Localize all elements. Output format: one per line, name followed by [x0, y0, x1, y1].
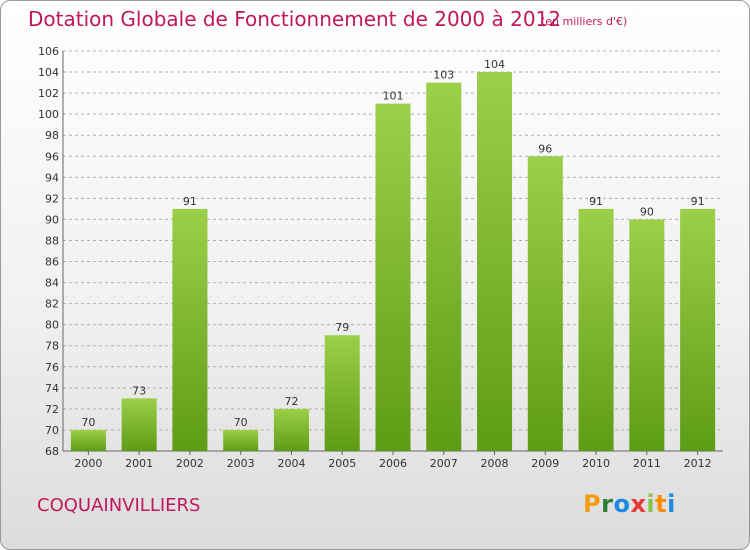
bar-2003 — [223, 429, 259, 451]
bar-2000 — [70, 429, 106, 451]
y-tick-label: 72 — [45, 403, 59, 416]
value-label-2008: 104 — [484, 58, 505, 71]
bar-2012 — [680, 208, 716, 451]
logo-letter: i — [667, 490, 676, 518]
y-tick-label: 76 — [45, 361, 59, 374]
value-label-2005: 79 — [335, 321, 349, 334]
bar-2006 — [375, 103, 411, 451]
chart-title: Dotation Globale de Fonctionnement de 20… — [28, 7, 561, 31]
x-tick-label-2005: 2005 — [328, 457, 356, 470]
value-label-2011: 90 — [640, 205, 654, 218]
x-tick-label-2000: 2000 — [74, 457, 102, 470]
y-tick-label: 78 — [45, 340, 59, 353]
x-tick-label-2004: 2004 — [277, 457, 305, 470]
value-label-2006: 101 — [383, 90, 404, 103]
bar-2004 — [273, 408, 309, 451]
bar-2011 — [629, 219, 665, 451]
value-label-2009: 96 — [538, 142, 552, 155]
value-label-2007: 103 — [433, 69, 454, 82]
value-label-2002: 91 — [183, 195, 197, 208]
logo-letter: P — [583, 490, 602, 518]
value-label-2012: 91 — [691, 195, 705, 208]
x-tick-label-2001: 2001 — [125, 457, 153, 470]
x-tick-label-2003: 2003 — [227, 457, 255, 470]
bar-2007 — [426, 82, 462, 451]
y-tick-label: 90 — [45, 213, 59, 226]
y-tick-label: 84 — [45, 277, 59, 290]
y-tick-label: 92 — [45, 192, 59, 205]
x-tick-label-2012: 2012 — [684, 457, 712, 470]
y-tick-label: 74 — [45, 382, 59, 395]
x-tick-label-2011: 2011 — [633, 457, 661, 470]
city-name: COQUAINVILLIERS — [37, 495, 201, 516]
bar-2002 — [172, 208, 208, 451]
value-label-2001: 73 — [132, 384, 146, 397]
value-label-2000: 70 — [81, 416, 95, 429]
chart-subtitle: (en milliers d'€) — [541, 15, 628, 28]
value-label-2004: 72 — [284, 395, 298, 408]
y-tick-label: 104 — [38, 66, 59, 79]
logo-letter: t — [655, 490, 668, 518]
y-tick-label: 80 — [45, 319, 59, 332]
y-tick-label: 100 — [38, 108, 59, 121]
y-tick-label: 96 — [45, 150, 59, 163]
x-tick-label-2009: 2009 — [531, 457, 559, 470]
logo-letter: i — [646, 490, 656, 518]
y-tick-label: 70 — [45, 424, 59, 437]
bar-2001 — [121, 398, 157, 451]
bar-2010 — [578, 208, 614, 451]
y-tick-label: 106 — [38, 45, 59, 58]
bar-2005 — [324, 335, 360, 451]
y-tick-label: 86 — [45, 256, 59, 269]
x-tick-label-2007: 2007 — [430, 457, 458, 470]
x-tick-label-2010: 2010 — [582, 457, 610, 470]
bar-2008 — [477, 72, 513, 451]
bar-2009 — [527, 156, 563, 451]
proxiti-logo[interactable]: Proxiti — [583, 490, 676, 518]
value-label-2003: 70 — [234, 416, 248, 429]
y-tick-label: 88 — [45, 234, 59, 247]
y-tick-label: 68 — [45, 445, 59, 458]
x-tick-label-2006: 2006 — [379, 457, 407, 470]
value-label-2010: 91 — [589, 195, 603, 208]
logo-letter: o — [613, 490, 631, 518]
y-tick-label: 98 — [45, 129, 59, 142]
logo-letter: x — [630, 490, 647, 518]
y-tick-label: 82 — [45, 298, 59, 311]
x-tick-label-2008: 2008 — [481, 457, 509, 470]
y-tick-label: 102 — [38, 87, 59, 100]
x-tick-label-2002: 2002 — [176, 457, 204, 470]
logo-letter: r — [601, 490, 614, 518]
y-tick-label: 94 — [45, 171, 59, 184]
